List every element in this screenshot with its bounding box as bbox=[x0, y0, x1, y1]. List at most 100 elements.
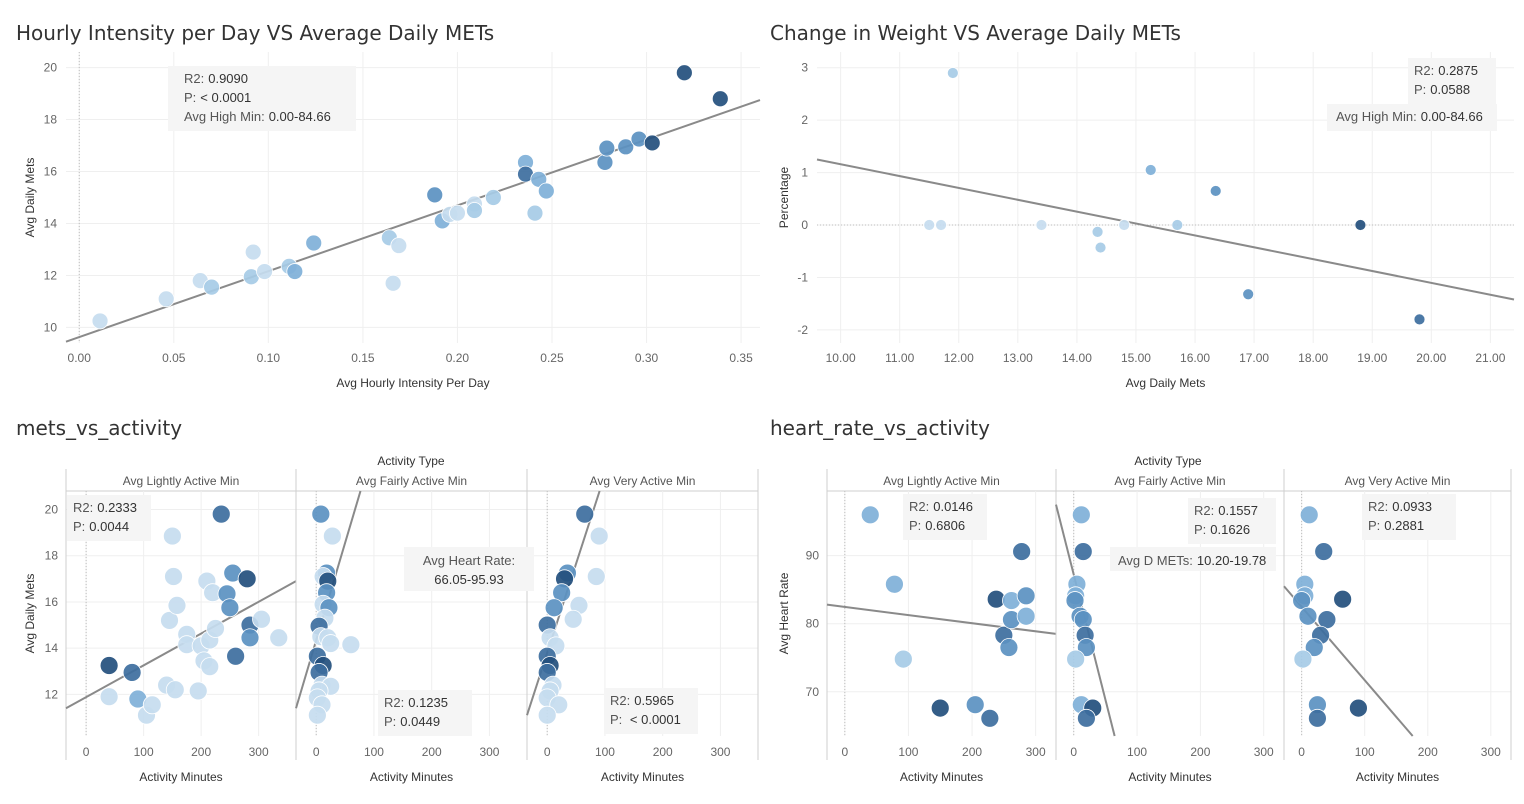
data-point[interactable] bbox=[1035, 219, 1048, 231]
data-point[interactable] bbox=[1333, 589, 1353, 609]
data-point[interactable] bbox=[384, 274, 402, 292]
data-point[interactable] bbox=[99, 687, 119, 707]
data-point[interactable] bbox=[575, 504, 595, 524]
data-point[interactable] bbox=[1349, 698, 1368, 718]
data-point[interactable] bbox=[860, 505, 880, 525]
data-point[interactable] bbox=[1242, 288, 1255, 301]
data-point[interactable] bbox=[240, 628, 260, 648]
data-point[interactable] bbox=[1298, 606, 1318, 626]
data-point[interactable] bbox=[1354, 219, 1367, 231]
data-point[interactable] bbox=[211, 504, 231, 524]
data-point[interactable] bbox=[220, 598, 240, 618]
data-point[interactable] bbox=[537, 182, 555, 200]
trend-line bbox=[526, 490, 601, 716]
data-point[interactable] bbox=[885, 574, 904, 594]
legend-value: 10.20-19.78 bbox=[1197, 553, 1266, 568]
data-point[interactable] bbox=[598, 139, 616, 157]
data-point[interactable] bbox=[1073, 542, 1093, 561]
data-point[interactable] bbox=[1016, 586, 1036, 606]
data-point[interactable] bbox=[617, 138, 635, 156]
x-tick-label: 21.00 bbox=[1475, 351, 1505, 365]
data-point[interactable] bbox=[305, 234, 323, 252]
data-point[interactable] bbox=[99, 656, 119, 675]
data-point[interactable] bbox=[1012, 542, 1032, 561]
data-point[interactable] bbox=[203, 278, 221, 296]
annotation-line: P: 0.6806 bbox=[909, 518, 965, 533]
data-point[interactable] bbox=[91, 312, 109, 330]
data-point[interactable] bbox=[244, 243, 262, 261]
data-point[interactable] bbox=[252, 609, 271, 629]
panel-header: Avg Very Active Min bbox=[1345, 474, 1451, 488]
data-point[interactable] bbox=[1073, 610, 1093, 630]
data-point[interactable] bbox=[321, 634, 341, 653]
data-point[interactable] bbox=[1314, 542, 1334, 561]
data-point[interactable] bbox=[160, 611, 179, 630]
data-point[interactable] bbox=[1016, 606, 1036, 626]
data-point[interactable] bbox=[188, 681, 208, 701]
data-point[interactable] bbox=[530, 170, 548, 188]
x-tick-label: 100 bbox=[364, 745, 384, 759]
data-point[interactable] bbox=[1077, 708, 1096, 728]
data-point[interactable] bbox=[269, 628, 289, 648]
x-tick-label: 100 bbox=[595, 745, 615, 759]
data-point[interactable] bbox=[1304, 638, 1324, 657]
data-point[interactable] bbox=[1118, 219, 1131, 231]
data-point[interactable] bbox=[930, 698, 950, 718]
data-point[interactable] bbox=[1209, 185, 1222, 197]
data-point[interactable] bbox=[390, 237, 408, 254]
data-point[interactable] bbox=[311, 504, 331, 524]
data-point[interactable] bbox=[341, 635, 361, 655]
data-point[interactable] bbox=[596, 154, 614, 171]
data-point[interactable] bbox=[923, 219, 936, 231]
data-point[interactable] bbox=[157, 290, 175, 308]
data-point[interactable] bbox=[1066, 649, 1086, 669]
data-point[interactable] bbox=[1065, 591, 1085, 610]
data-point[interactable] bbox=[1171, 219, 1184, 231]
data-point[interactable] bbox=[122, 663, 142, 682]
data-point[interactable] bbox=[1077, 638, 1096, 657]
data-point[interactable] bbox=[1299, 505, 1319, 525]
data-point[interactable] bbox=[537, 705, 557, 725]
data-point[interactable] bbox=[1091, 225, 1104, 238]
data-point[interactable] bbox=[526, 204, 544, 222]
data-point[interactable] bbox=[1308, 708, 1327, 728]
annotation-box bbox=[378, 690, 472, 736]
data-point[interactable] bbox=[484, 189, 502, 206]
data-point[interactable] bbox=[1293, 649, 1313, 669]
data-point[interactable] bbox=[675, 64, 693, 82]
data-point[interactable] bbox=[999, 638, 1019, 657]
data-point[interactable] bbox=[946, 67, 959, 79]
data-point[interactable] bbox=[226, 646, 246, 666]
data-point[interactable] bbox=[965, 695, 985, 715]
data-point[interactable] bbox=[167, 596, 187, 615]
data-point[interactable] bbox=[426, 186, 444, 204]
data-point[interactable] bbox=[449, 204, 466, 222]
data-point[interactable] bbox=[980, 708, 1000, 728]
data-point[interactable] bbox=[165, 680, 185, 700]
data-point[interactable] bbox=[162, 526, 182, 546]
data-point[interactable] bbox=[643, 134, 661, 152]
data-point[interactable] bbox=[1413, 313, 1426, 326]
data-point[interactable] bbox=[1071, 505, 1091, 525]
data-point[interactable] bbox=[256, 263, 273, 280]
data-point[interactable] bbox=[322, 526, 342, 546]
data-point[interactable] bbox=[142, 695, 162, 715]
data-point[interactable] bbox=[237, 569, 257, 589]
data-point[interactable] bbox=[711, 90, 729, 108]
data-point[interactable] bbox=[935, 219, 947, 231]
data-point[interactable] bbox=[1144, 164, 1157, 176]
data-point[interactable] bbox=[552, 583, 572, 603]
data-point[interactable] bbox=[586, 567, 606, 586]
data-point[interactable] bbox=[1094, 241, 1107, 254]
data-point[interactable] bbox=[307, 705, 327, 725]
data-point[interactable] bbox=[589, 526, 609, 546]
data-point[interactable] bbox=[466, 202, 483, 219]
data-point[interactable] bbox=[544, 598, 564, 618]
data-point[interactable] bbox=[200, 657, 220, 677]
data-point[interactable] bbox=[206, 619, 225, 638]
legend-line: Avg D METs: 10.20-19.78 bbox=[1118, 553, 1266, 568]
data-point[interactable] bbox=[893, 649, 913, 669]
data-point[interactable] bbox=[164, 567, 183, 586]
data-point[interactable] bbox=[286, 263, 304, 280]
data-point[interactable] bbox=[563, 609, 583, 629]
